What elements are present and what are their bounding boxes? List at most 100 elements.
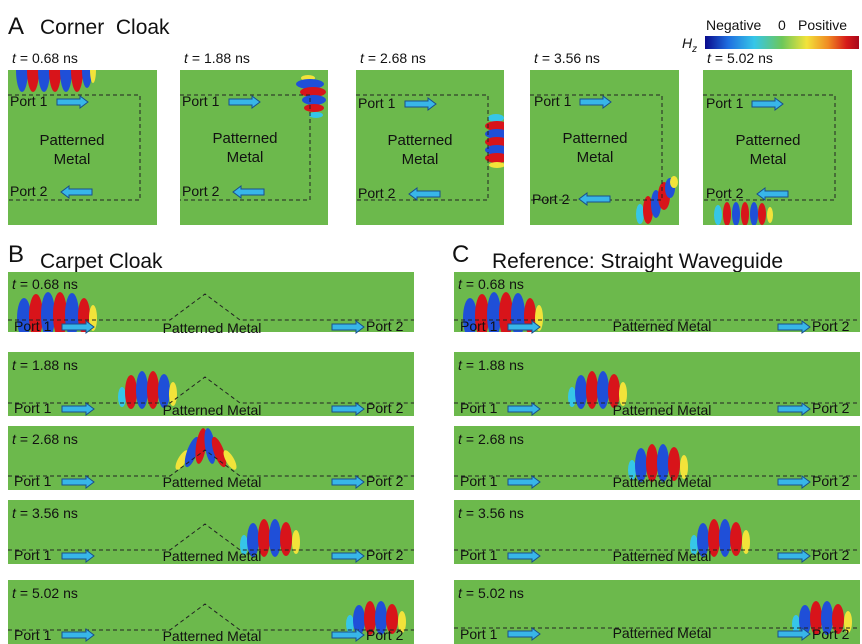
waveguide-boundary — [8, 603, 414, 631]
port-1-arrow — [228, 95, 261, 109]
time-label: t = 3.56 ns — [12, 505, 78, 521]
section-b-letter: B — [8, 241, 24, 268]
field-background — [703, 70, 852, 225]
port-1-arrow — [507, 320, 541, 334]
colorbar-negative-label: Negative — [706, 17, 761, 33]
wave-packet — [690, 519, 750, 557]
carpet-cloak-panel-4: t = 3.56 ns Port 1 Patterned Metal Port 2 — [8, 500, 414, 564]
port-1-label: Port 1 — [14, 318, 52, 334]
corner-cloak-panel-2: t = 1.88 ns Port 1 Patterned Metal Port 2 — [180, 50, 328, 225]
metal-label: Metal — [750, 151, 787, 168]
waveguide-boundary — [180, 94, 311, 201]
wave-packet — [346, 601, 406, 635]
port-1-arrow — [751, 97, 784, 111]
time-label: t = 3.56 ns — [534, 50, 600, 66]
patterned-metal-label: Patterned Metal — [163, 628, 262, 644]
waveguide-boundary — [356, 94, 489, 201]
waveguide-boundary — [8, 523, 414, 551]
waveguide-boundary — [8, 293, 414, 321]
metal-label: Metal — [227, 149, 264, 166]
port-1-arrow — [507, 627, 541, 641]
port-2-label: Port 2 — [366, 318, 404, 334]
time-label: t = 3.56 ns — [458, 505, 524, 521]
port-2-arrow — [60, 185, 93, 199]
port-2-label: Port 2 — [812, 626, 850, 642]
port-1-label: Port 1 — [706, 95, 744, 111]
waveguide-boundary — [8, 449, 414, 477]
corner-cloak-panel-4: t = 3.56 ns Port 1 Patterned Metal Port 2 — [530, 50, 679, 225]
port-1-label: Port 1 — [460, 547, 498, 563]
wave-packet — [296, 75, 326, 118]
time-label: t = 2.68 ns — [12, 431, 78, 447]
port-2-label: Port 2 — [366, 473, 404, 489]
port-2-arrow — [777, 475, 811, 489]
field-background — [454, 352, 860, 416]
port-1-label: Port 1 — [182, 93, 220, 109]
colorbar-zero-label: 0 — [778, 17, 786, 33]
field-background — [8, 352, 414, 416]
carpet-cloak-panel-5: t = 5.02 ns Port 1 Patterned Metal Port 2 — [8, 580, 414, 644]
port-2-arrow — [331, 320, 365, 334]
port-1-label: Port 1 — [14, 547, 52, 563]
port-2-arrow — [232, 185, 265, 199]
port-1-label: Port 1 — [14, 400, 52, 416]
port-2-arrow — [578, 192, 611, 206]
port-2-arrow — [777, 627, 811, 641]
patterned-metal-label: Patterned Metal — [613, 402, 712, 418]
patterned-label: Patterned — [212, 130, 277, 147]
reference-panel-4: t = 3.56 ns Port 1 Patterned Metal Port 2 — [454, 500, 860, 564]
wave-packet — [714, 202, 773, 225]
field-background — [8, 70, 157, 225]
port-1-arrow — [56, 95, 89, 109]
port-2-label: Port 2 — [182, 183, 220, 199]
waveguide-boundary — [8, 376, 414, 404]
wave-packet — [485, 114, 504, 168]
port-2-arrow — [331, 402, 365, 416]
port-2-label: Port 2 — [358, 185, 396, 201]
reference-panel-5: t = 5.02 ns Port 1 Patterned Metal Port 2 — [454, 580, 860, 644]
wave-packet — [16, 70, 96, 92]
port-2-label: Port 2 — [812, 547, 850, 563]
corner-cloak-panel-3: t = 2.68 ns Port 1 Patterned Metal Port 2 — [356, 50, 504, 225]
wave-packet — [175, 428, 237, 470]
port-1-label: Port 1 — [10, 93, 48, 109]
port-2-label: Port 2 — [10, 183, 48, 199]
wave-packet — [568, 371, 627, 409]
metal-label: Metal — [577, 149, 614, 166]
port-1-label: Port 1 — [14, 627, 52, 643]
time-label: t = 0.68 ns — [458, 276, 524, 292]
colorbar-positive-label: Positive — [798, 17, 847, 33]
time-label: t = 0.68 ns — [12, 50, 78, 66]
wave-packet — [628, 444, 688, 482]
reference-panel-1: t = 0.68 ns Port 1 Patterned Metal Port 2 — [454, 272, 860, 334]
patterned-metal-label: Patterned Metal — [163, 548, 262, 564]
time-label: t = 5.02 ns — [707, 50, 773, 66]
patterned-label: Patterned — [39, 132, 104, 149]
port-2-arrow — [331, 628, 365, 642]
time-label: t = 2.68 ns — [458, 431, 524, 447]
port-1-label: Port 1 — [460, 473, 498, 489]
port-1-arrow — [507, 475, 541, 489]
port-2-label: Port 2 — [812, 318, 850, 334]
patterned-metal-label: Patterned Metal — [163, 320, 262, 336]
section-c-letter: C — [452, 241, 469, 268]
time-label: t = 1.88 ns — [12, 357, 78, 373]
time-label: t = 5.02 ns — [12, 585, 78, 601]
time-label: t = 1.88 ns — [458, 357, 524, 373]
carpet-cloak-panel-1: t = 0.68 ns Port 1 Patterned Metal Port 2 — [8, 272, 414, 336]
wave-packet — [240, 519, 300, 557]
port-1-arrow — [507, 549, 541, 563]
port-1-arrow — [61, 549, 95, 563]
metal-label: Metal — [54, 151, 91, 168]
colorbar: Negative 0 Positive Hz — [682, 17, 859, 55]
port-1-arrow — [404, 97, 437, 111]
patterned-metal-label: Patterned Metal — [613, 625, 712, 641]
carpet-cloak-panel-2: t = 1.88 ns Port 1 Patterned Metal Port 2 — [8, 352, 414, 418]
port-1-arrow — [507, 402, 541, 416]
patterned-label: Patterned — [387, 132, 452, 149]
port-2-label: Port 2 — [532, 191, 570, 207]
carpet-cloak-panel-3: t = 2.68 ns Port 1 Patterned Metal Port 2 — [8, 426, 414, 490]
patterned-label: Patterned — [562, 130, 627, 147]
port-2-arrow — [331, 549, 365, 563]
section-a-title: Corner Cloak — [40, 16, 170, 39]
